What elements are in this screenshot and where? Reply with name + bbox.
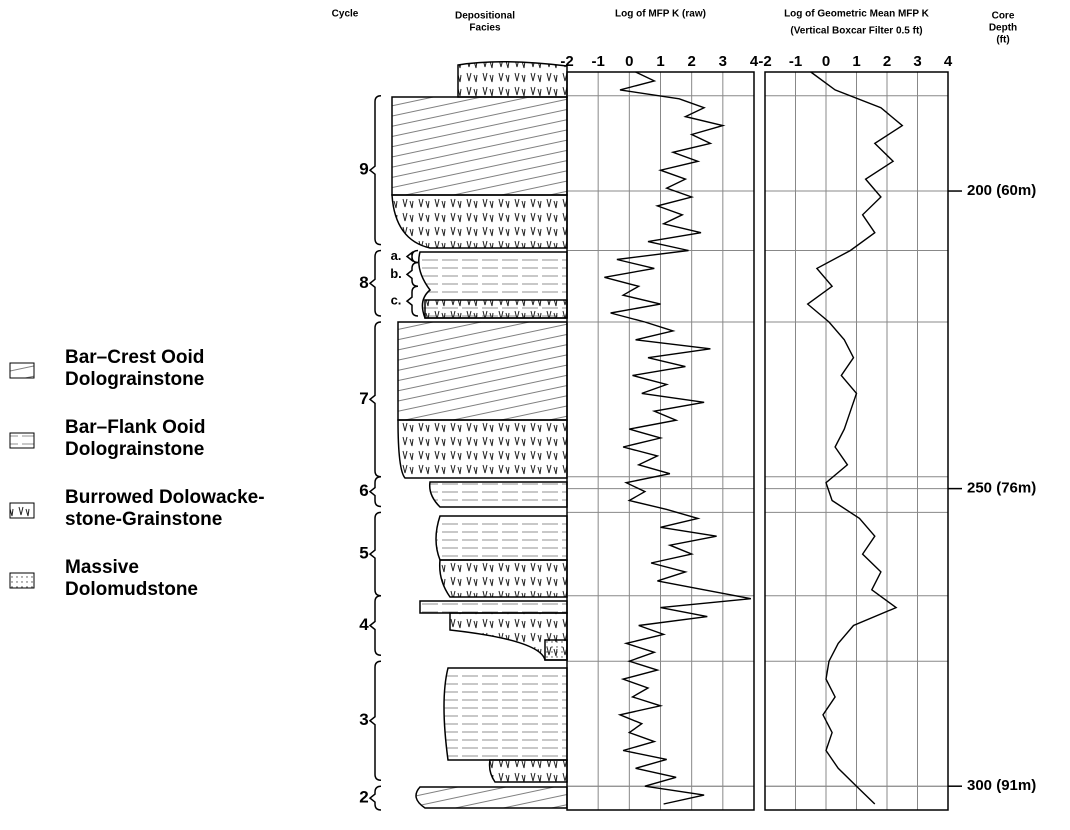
legend-label: Bar–Crest Ooid	[65, 347, 204, 368]
legend-swatch	[9, 502, 35, 519]
cycle-label: 8	[359, 273, 368, 292]
cycle-header: Cycle	[332, 9, 359, 20]
legend-label: Bar–Flank Ooid	[65, 417, 205, 438]
cycle-label: 4	[359, 615, 369, 634]
panel-title: (Vertical Boxcar Filter 0.5 ft)	[790, 26, 922, 37]
x-tick-label: 1	[656, 53, 664, 70]
cycle-brace	[368, 660, 382, 781]
x-tick-label: 3	[913, 53, 921, 70]
cycle-label: 7	[359, 389, 368, 408]
depth-tick-label: 300 (91m)	[967, 777, 1036, 794]
cycle-label: 3	[359, 710, 368, 729]
cycle-brace	[368, 475, 382, 508]
panel-frame	[764, 71, 949, 811]
subcycle-brace	[405, 261, 419, 288]
x-tick-label: 3	[719, 53, 727, 70]
facies-header: Depositional	[455, 11, 515, 22]
cycle-brace	[368, 511, 382, 597]
cycle-label: 9	[359, 160, 368, 179]
facies-header: Facies	[469, 23, 501, 34]
x-tick-label: 0	[822, 53, 830, 70]
legend-label: Massive	[65, 557, 139, 578]
cycle-label: 5	[359, 544, 368, 563]
cycle-label: 6	[359, 481, 368, 500]
depth-tick-label: 200 (60m)	[967, 182, 1036, 199]
legend-swatch	[9, 432, 35, 449]
x-tick-label: 1	[852, 53, 860, 70]
cycle-brace	[368, 321, 382, 478]
subcycle-label: b.	[390, 266, 402, 281]
legend-label: Burrowed Dolowacke-	[65, 487, 265, 508]
facies-column	[391, 60, 568, 809]
depth-title: Core	[992, 11, 1015, 22]
x-tick-label: -1	[591, 53, 604, 70]
cycle-brace	[368, 249, 382, 317]
subcycle-label: c.	[391, 293, 402, 308]
panel-title: Log of Geometric Mean MFP K	[784, 9, 930, 20]
legend-label: Dolograinstone	[65, 439, 204, 460]
x-tick-label: 0	[625, 53, 633, 70]
log-curve	[604, 71, 752, 805]
cycle-brace	[368, 95, 382, 246]
x-tick-label: 2	[883, 53, 891, 70]
legend-swatch	[9, 362, 35, 379]
panel-frame	[566, 71, 755, 811]
panel-title: Log of MFP K (raw)	[615, 9, 706, 20]
subcycle-brace	[405, 285, 419, 317]
cycle-brace	[368, 785, 382, 811]
x-tick-label: -2	[560, 53, 573, 70]
depth-title: (ft)	[996, 35, 1009, 46]
legend-label: Dolomudstone	[65, 579, 198, 600]
log-curve	[806, 71, 904, 805]
subcycle-brace	[405, 249, 419, 264]
x-tick-label: 2	[687, 53, 695, 70]
x-tick-label: 4	[750, 53, 759, 70]
depth-title: Depth	[989, 23, 1017, 34]
x-tick-label: -2	[758, 53, 771, 70]
legend-label: stone-Grainstone	[65, 509, 222, 530]
cycle-label: 2	[359, 788, 368, 807]
legend-swatch	[9, 572, 35, 589]
legend-label: Dolograinstone	[65, 369, 204, 390]
x-tick-label: -1	[789, 53, 802, 70]
cycle-brace	[368, 594, 382, 657]
depth-tick-label: 250 (76m)	[967, 480, 1036, 497]
x-tick-label: 4	[944, 53, 953, 70]
subcycle-label: a.	[391, 248, 402, 263]
